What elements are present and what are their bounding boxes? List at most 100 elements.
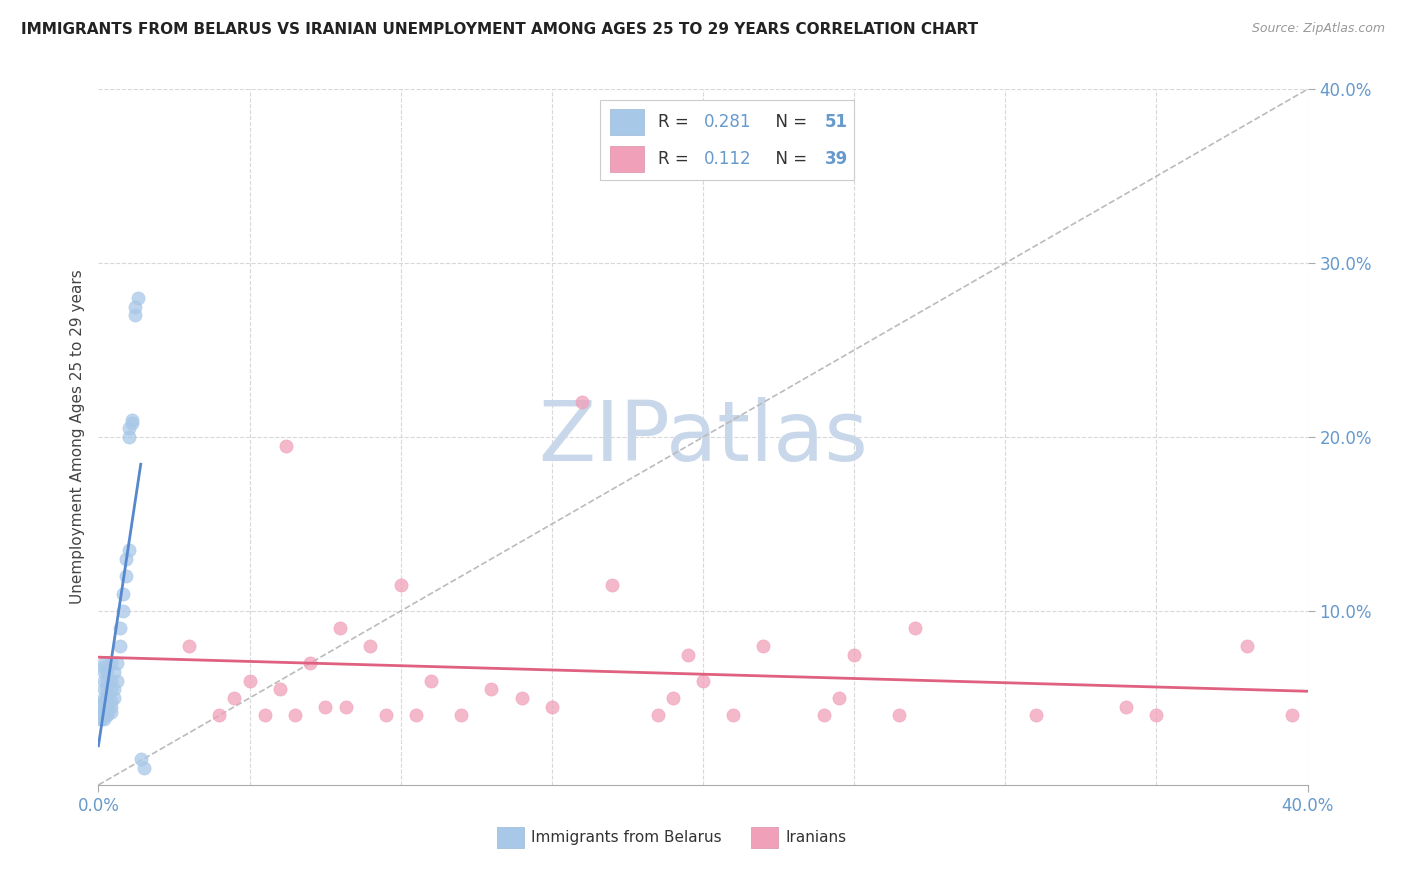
Point [100,657,122,671]
Point [129,752,152,766]
Point [96,673,118,688]
Point [1236,639,1258,653]
Point [96,699,118,714]
Point [121,416,143,430]
Point [828,690,851,705]
Point [96,682,118,697]
Point [90,705,112,719]
Point [93,665,115,679]
FancyBboxPatch shape [610,109,644,135]
Point [90,708,112,723]
Point [103,665,125,679]
Point [121,412,143,426]
FancyBboxPatch shape [498,827,524,847]
FancyBboxPatch shape [600,100,855,179]
Point [93,705,115,719]
Point [510,690,533,705]
Point [360,639,382,653]
Point [93,659,115,673]
Point [93,699,115,714]
Point [1144,708,1167,723]
Point [450,708,472,723]
Point [105,657,128,671]
Point [647,708,669,723]
Point [208,708,231,723]
Point [118,421,141,435]
Point [93,673,115,688]
Point [1115,699,1137,714]
Point [118,430,141,444]
Point [284,708,307,723]
Point [90,699,112,714]
Point [118,543,141,558]
Point [127,291,149,305]
Point [96,705,118,719]
Point [813,708,835,723]
Point [124,300,146,314]
Point [93,708,115,723]
Point [602,578,624,592]
Point [889,708,911,723]
Y-axis label: Unemployment Among Ages 25 to 29 years: Unemployment Among Ages 25 to 29 years [69,269,84,605]
Point [103,690,125,705]
Point [374,708,396,723]
Point [114,551,136,566]
Point [108,639,131,653]
Point [752,639,775,653]
Point [100,673,122,688]
Text: 39: 39 [825,150,848,168]
Point [132,760,155,774]
Point [335,699,357,714]
Point [1281,708,1303,723]
Point [723,708,745,723]
Text: 0.281: 0.281 [704,113,752,131]
Point [100,694,122,708]
Text: Source: ZipAtlas.com: Source: ZipAtlas.com [1251,22,1385,36]
Point [224,690,246,705]
Point [389,578,412,592]
Point [111,604,134,618]
Point [239,673,262,688]
Point [904,621,927,635]
Point [661,690,683,705]
Point [105,673,128,688]
Text: N =: N = [765,113,813,131]
Text: 0.112: 0.112 [704,150,752,168]
Point [676,648,699,662]
Point [96,690,118,705]
Text: R =: R = [658,113,695,131]
Point [481,682,503,697]
Point [93,657,115,671]
Point [93,690,115,705]
Point [100,699,122,714]
Point [100,705,122,719]
Point [124,308,146,322]
Point [179,639,201,653]
Point [314,699,336,714]
Point [571,395,593,409]
Point [93,694,115,708]
Point [90,712,112,726]
Point [103,682,125,697]
Point [329,621,352,635]
FancyBboxPatch shape [751,827,778,847]
Point [114,569,136,583]
Text: 51: 51 [825,113,848,131]
Point [405,708,427,723]
Text: IMMIGRANTS FROM BELARUS VS IRANIAN UNEMPLOYMENT AMONG AGES 25 TO 29 YEARS CORREL: IMMIGRANTS FROM BELARUS VS IRANIAN UNEMP… [21,22,979,37]
Point [96,708,118,723]
Point [111,587,134,601]
Point [692,673,714,688]
Point [93,712,115,726]
Text: R =: R = [658,150,695,168]
Point [100,682,122,697]
Point [844,648,866,662]
Point [269,682,291,697]
Point [96,694,118,708]
Point [96,665,118,679]
Text: Immigrants from Belarus: Immigrants from Belarus [531,830,721,845]
Point [108,621,131,635]
Point [1024,708,1046,723]
Point [274,439,297,453]
Point [90,712,112,726]
